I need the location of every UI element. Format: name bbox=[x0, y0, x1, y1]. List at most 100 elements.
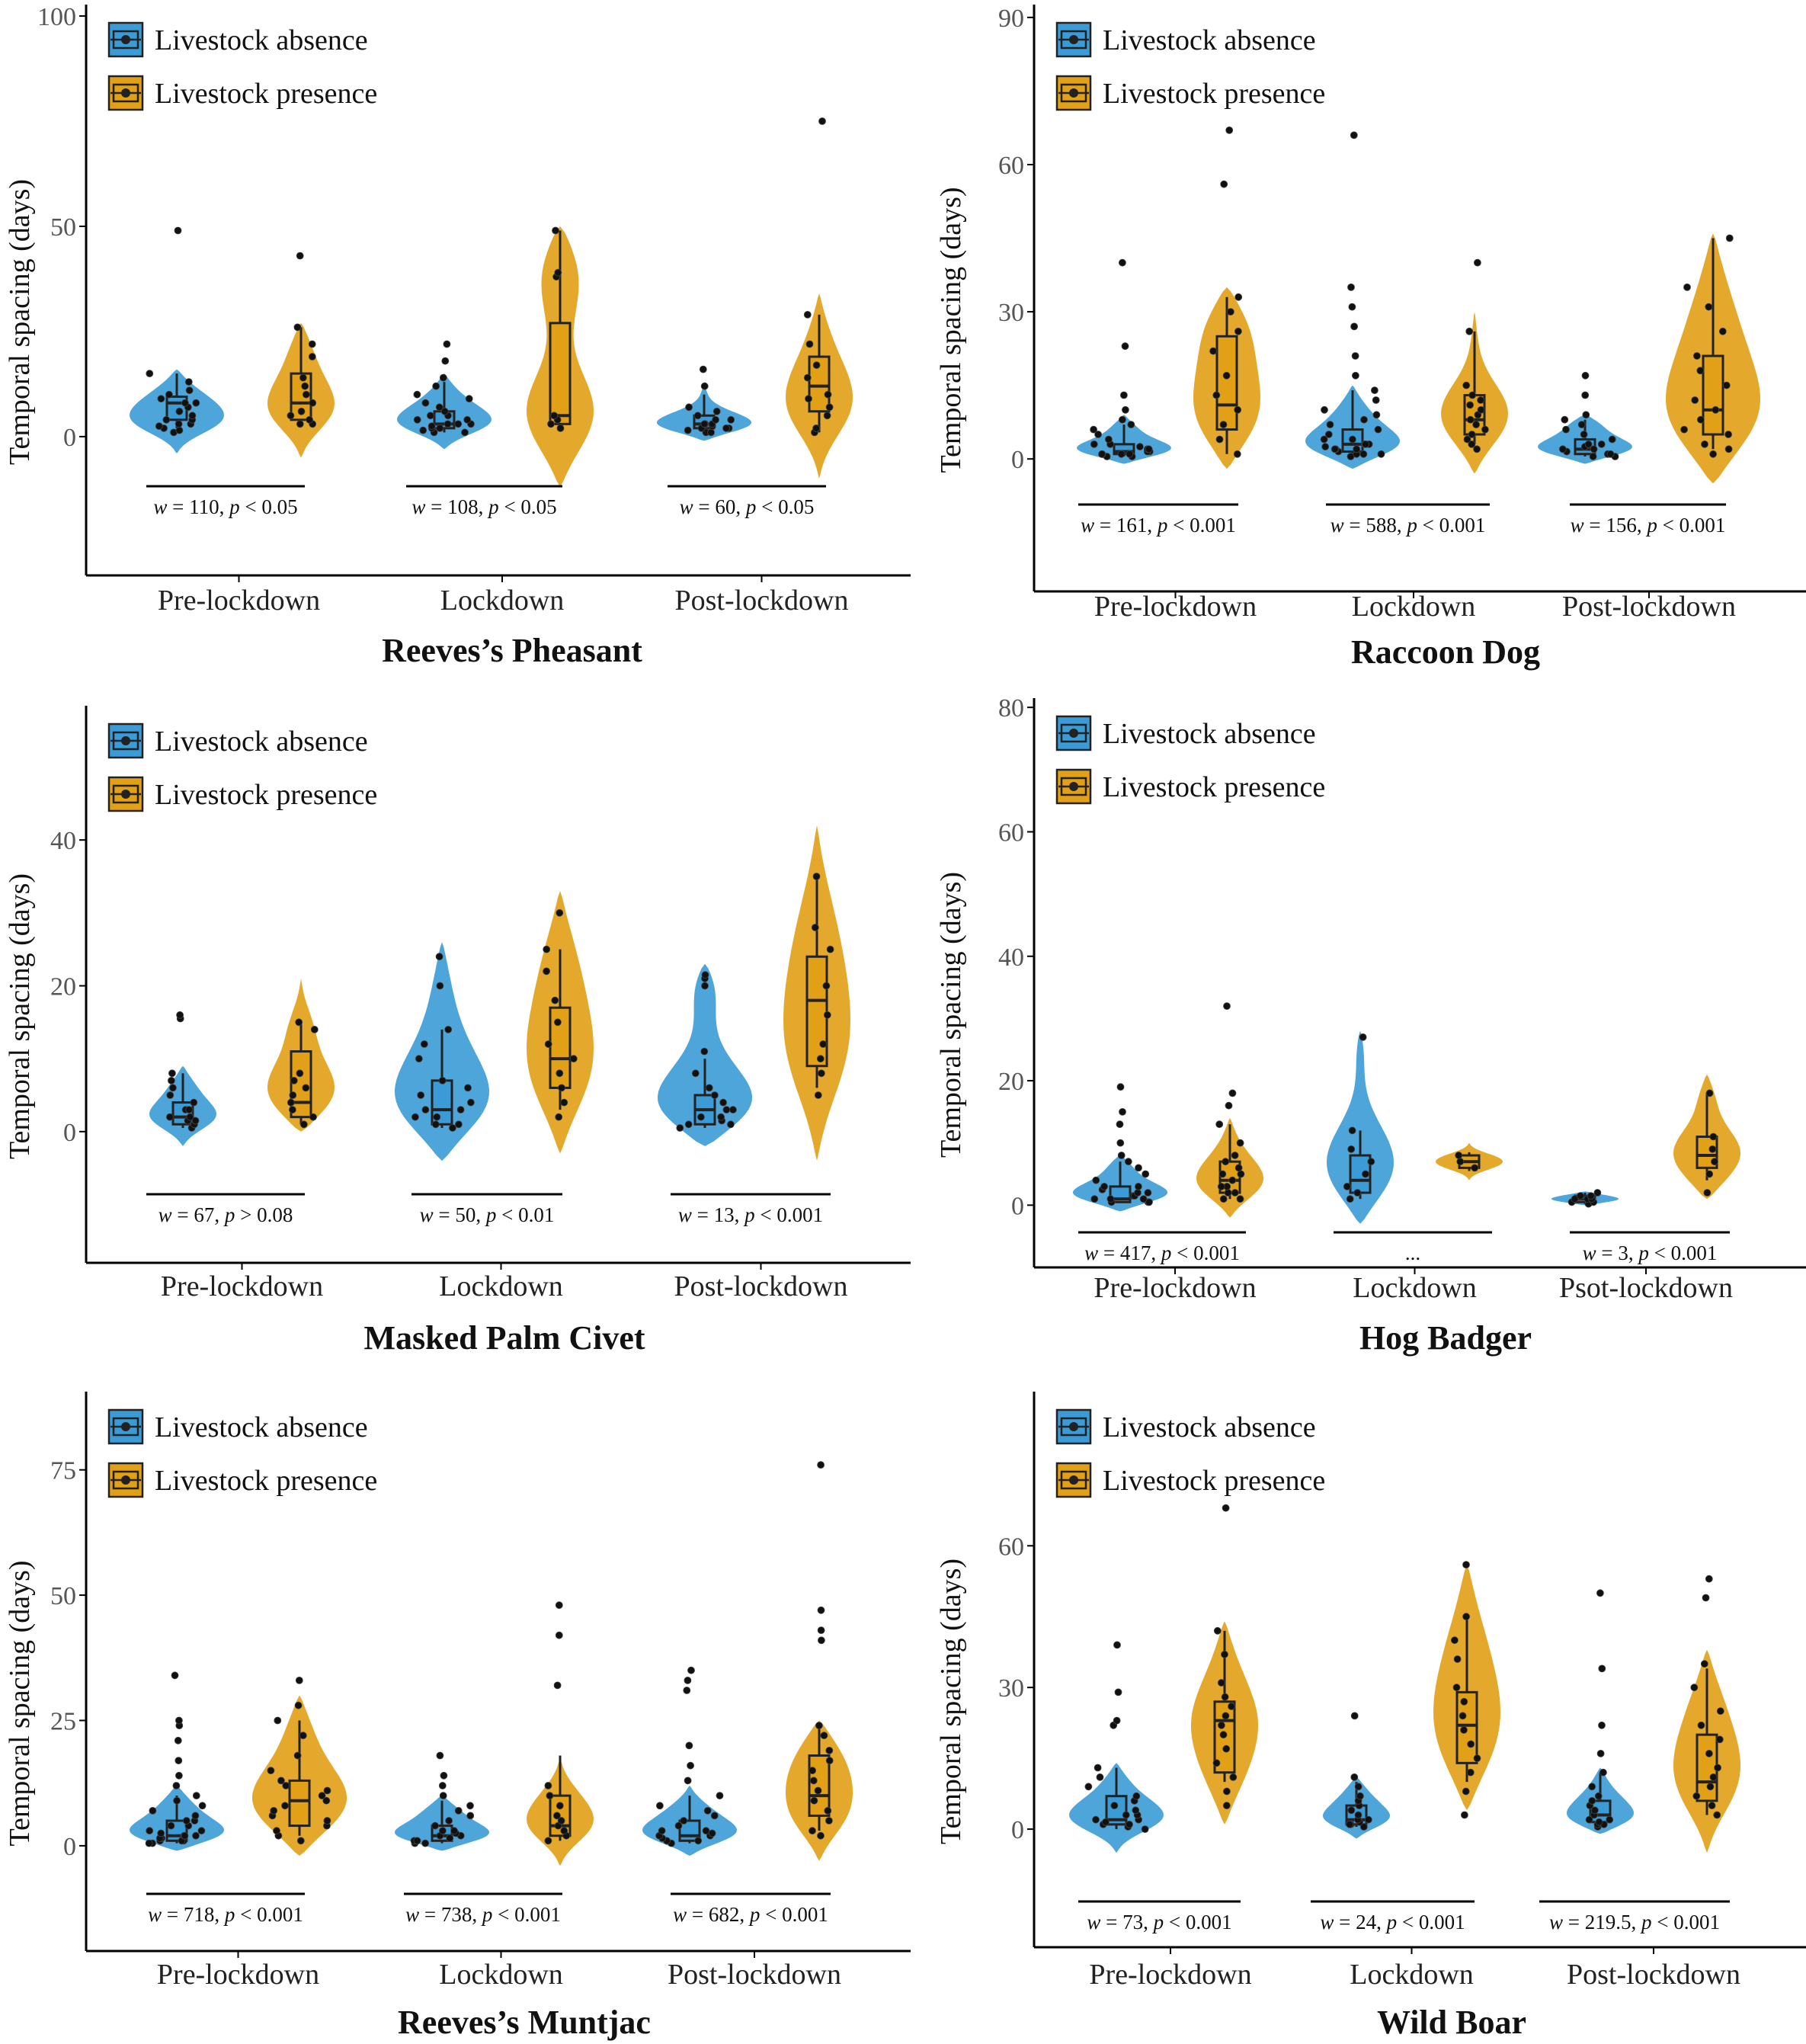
category-label: Post-lockdown bbox=[674, 1270, 848, 1302]
data-point bbox=[413, 390, 421, 399]
data-point bbox=[1347, 283, 1355, 291]
stat-annotation: w = 718, p < 0.001 bbox=[148, 1903, 303, 1926]
data-point bbox=[699, 365, 707, 373]
data-point bbox=[190, 1098, 198, 1107]
data-point bbox=[1705, 1575, 1713, 1583]
category-label: Lockdown bbox=[1350, 1959, 1474, 1991]
data-point bbox=[162, 415, 171, 424]
data-point bbox=[1221, 1693, 1229, 1701]
stat-symbol: w bbox=[680, 495, 693, 518]
data-point bbox=[1225, 1101, 1233, 1110]
data-point bbox=[697, 1113, 705, 1121]
data-point bbox=[439, 1827, 447, 1835]
data-point bbox=[1462, 381, 1471, 389]
data-point bbox=[184, 378, 193, 386]
data-point bbox=[188, 412, 197, 420]
data-point bbox=[1473, 1754, 1481, 1763]
stat-op: < bbox=[240, 495, 262, 518]
y-tick-label: 75 bbox=[50, 1457, 76, 1485]
data-point bbox=[413, 1837, 421, 1845]
y-tick-label: 40 bbox=[998, 944, 1024, 972]
data-point bbox=[1320, 435, 1328, 444]
stat-symbol: w bbox=[1583, 1241, 1596, 1264]
data-point bbox=[172, 1782, 181, 1789]
data-point bbox=[1349, 435, 1356, 444]
data-point bbox=[1466, 1768, 1475, 1776]
data-point bbox=[1217, 1679, 1225, 1687]
stat-w: 718 bbox=[184, 1903, 215, 1926]
legend-label: Livestock absence bbox=[155, 1411, 368, 1443]
panel-title: Reeves’s Muntjac bbox=[398, 2004, 651, 2041]
data-point bbox=[439, 373, 447, 382]
data-point bbox=[1561, 415, 1569, 424]
data-point bbox=[299, 1732, 307, 1740]
data-point bbox=[1228, 1176, 1237, 1184]
data-point bbox=[1094, 1764, 1102, 1772]
data-point bbox=[1581, 371, 1590, 380]
legend-item: Livestock presence bbox=[1055, 75, 1325, 111]
data-point bbox=[270, 1806, 278, 1815]
stat-symbol: w bbox=[1087, 1911, 1100, 1933]
data-point bbox=[1703, 1189, 1712, 1197]
data-point bbox=[299, 373, 307, 382]
data-point bbox=[824, 1806, 832, 1815]
box-iqr bbox=[805, 955, 828, 1068]
data-point bbox=[1468, 391, 1477, 399]
data-point bbox=[436, 424, 444, 432]
legend-label: Livestock absence bbox=[155, 24, 368, 56]
data-point bbox=[701, 971, 709, 979]
stat-symbol: w bbox=[673, 1903, 687, 1926]
data-point bbox=[1102, 1818, 1110, 1826]
data-point bbox=[282, 1782, 290, 1789]
category-label: Post-lockdown bbox=[668, 1959, 841, 1991]
data-point bbox=[1356, 1792, 1364, 1800]
data-point bbox=[687, 1761, 694, 1770]
data-point bbox=[693, 412, 702, 420]
data-point bbox=[1094, 431, 1102, 438]
panel-title: Masked Palm Civet bbox=[363, 1319, 645, 1357]
data-point bbox=[1364, 1815, 1372, 1824]
y-tick-label: 0 bbox=[1011, 1192, 1024, 1220]
data-point bbox=[323, 1786, 331, 1795]
data-point bbox=[1709, 1133, 1718, 1141]
data-point bbox=[436, 1751, 444, 1760]
legend-item: Livestock absence bbox=[107, 21, 368, 58]
data-point bbox=[145, 1839, 153, 1847]
data-point bbox=[1348, 303, 1356, 311]
data-point bbox=[805, 395, 812, 403]
data-point bbox=[435, 953, 443, 961]
stat-sep: = bbox=[1094, 514, 1116, 537]
stat-sep: , bbox=[214, 1903, 225, 1926]
stat-symbol: p bbox=[1645, 514, 1657, 537]
data-point bbox=[1701, 441, 1708, 448]
panel-6: 0 30 60 Temporal spacing (days) Pre-lockdown… bbox=[935, 1392, 1806, 2041]
data-point bbox=[680, 1817, 688, 1825]
stat-annotation: w = 60, p < 0.05 bbox=[680, 495, 815, 518]
data-point bbox=[685, 403, 693, 412]
data-point bbox=[1463, 435, 1471, 444]
data-point bbox=[1350, 1773, 1359, 1781]
category-label: Lockdown bbox=[1352, 591, 1476, 623]
y-tick-label: 100 bbox=[37, 3, 76, 31]
y-tick-label: 50 bbox=[50, 213, 76, 242]
stat-sep: = bbox=[1334, 1911, 1356, 1933]
data-point bbox=[454, 1806, 463, 1815]
data-point bbox=[1228, 1089, 1237, 1097]
data-point bbox=[174, 1736, 182, 1744]
data-point bbox=[1236, 1195, 1244, 1203]
data-point bbox=[181, 399, 189, 407]
data-point bbox=[1350, 322, 1358, 331]
data-point bbox=[1708, 1802, 1716, 1810]
data-point bbox=[157, 395, 165, 403]
data-point bbox=[273, 1827, 280, 1835]
stat-symbol: p bbox=[228, 495, 240, 518]
data-point bbox=[809, 1827, 816, 1835]
data-point bbox=[803, 373, 812, 382]
legend-key-dot bbox=[1069, 782, 1078, 791]
data-point bbox=[1136, 443, 1144, 450]
data-point bbox=[165, 390, 173, 399]
data-point bbox=[1346, 1820, 1354, 1828]
data-point bbox=[1462, 1561, 1470, 1569]
data-point bbox=[1217, 1183, 1225, 1190]
data-point bbox=[817, 1626, 825, 1635]
